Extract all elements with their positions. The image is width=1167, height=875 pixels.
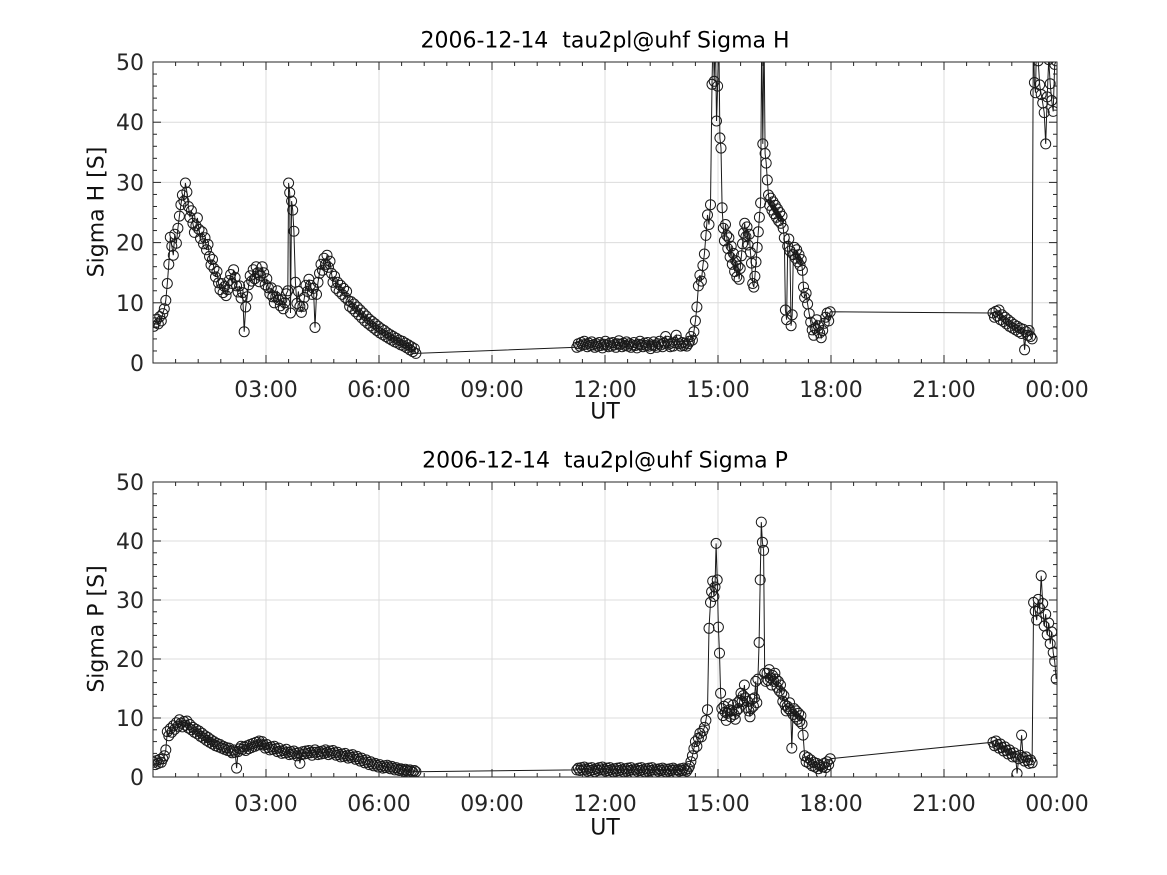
data-series <box>153 62 1057 359</box>
x-tick-label: 15:00 <box>686 378 749 403</box>
y-tick-label: 40 <box>116 530 144 555</box>
series-markers <box>153 516 1057 777</box>
x-tick-label: 00:00 <box>1025 378 1088 403</box>
x-tick-label: 03:00 <box>234 792 297 817</box>
sigma-p-title: 2006-12-14 tau2pl@uhf Sigma P <box>422 448 788 474</box>
y-tick-label: 50 <box>116 51 144 76</box>
x-tick-label: 18:00 <box>799 378 862 403</box>
tick-marks <box>152 61 1058 364</box>
y-tick-label: 30 <box>116 171 144 196</box>
x-tick-label: 12:00 <box>573 378 636 403</box>
tick-labels: 03:00 06:00 09:00 12:00 15:00 18:00 21:00 00:00… <box>116 471 1089 817</box>
x-tick-label: 09:00 <box>460 792 523 817</box>
sigma-p-y-axis-label: Sigma P [S] <box>84 565 110 693</box>
sigma-h-panel: 03:00 06:00 09:00 12:00 15:00 18:00 21:00 00:00… <box>116 51 1089 403</box>
sigma-h-y-axis-label: Sigma H [S] <box>84 146 110 278</box>
y-tick-label: 20 <box>116 232 144 257</box>
x-tick-label: 21:00 <box>912 792 975 817</box>
y-tick-label: 0 <box>130 352 144 377</box>
grid-lines <box>153 62 1057 363</box>
sigma-p-panel: 03:00 06:00 09:00 12:00 15:00 18:00 21:00 00:00… <box>116 471 1089 817</box>
y-tick-label: 10 <box>116 707 144 732</box>
y-tick-label: 40 <box>116 111 144 136</box>
y-tick-label: 50 <box>116 471 144 496</box>
grid-lines <box>153 482 1057 777</box>
x-tick-label: 15:00 <box>686 792 749 817</box>
x-tick-label: 06:00 <box>347 792 410 817</box>
y-tick-label: 20 <box>116 648 144 673</box>
x-tick-label: 00:00 <box>1025 792 1088 817</box>
series-markers <box>153 62 1057 359</box>
x-tick-label: 06:00 <box>347 378 410 403</box>
tick-labels: 03:00 06:00 09:00 12:00 15:00 18:00 21:00 00:00… <box>116 51 1089 403</box>
x-tick-label: 03:00 <box>234 378 297 403</box>
x-tick-label: 12:00 <box>573 792 636 817</box>
x-tick-label: 09:00 <box>460 378 523 403</box>
tick-marks <box>152 481 1058 778</box>
x-tick-label: 18:00 <box>799 792 862 817</box>
y-tick-label: 0 <box>130 766 144 791</box>
sigma-h-x-axis-label: UT <box>590 399 620 425</box>
y-tick-label: 30 <box>116 589 144 614</box>
data-series <box>153 516 1057 777</box>
y-tick-label: 10 <box>116 292 144 317</box>
x-tick-label: 21:00 <box>912 378 975 403</box>
sigma-h-title: 2006-12-14 tau2pl@uhf Sigma H <box>420 28 790 54</box>
sigma-p-x-axis-label: UT <box>590 815 620 841</box>
